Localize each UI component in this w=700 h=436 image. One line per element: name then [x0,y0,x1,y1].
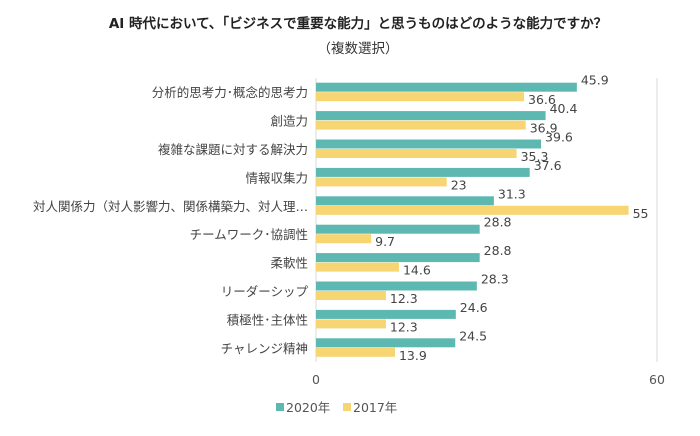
bar-2017 [316,177,447,187]
legend-swatch [343,403,351,411]
category-label: 分析的思考力･概念的思考力 [152,85,308,100]
data-label: 14.6 [403,263,431,278]
category-label: 対人関係力（対人影響力、関係構築力、対人理… [33,199,308,214]
legend-swatch [276,403,284,411]
category-label: 情報収集力 [245,170,308,185]
bar-2020 [316,338,456,348]
data-label: 9.7 [375,234,395,249]
bar-2020 [316,167,530,177]
bar-2020 [316,139,542,149]
data-label: 55 [633,206,649,221]
bar-2017 [316,149,517,158]
data-label: 12.3 [390,291,418,306]
data-label: 24.6 [460,300,488,315]
bar-2017 [316,262,399,272]
category-label: 柔軟性 [270,256,308,271]
bar-2020 [316,281,477,291]
bar-2020 [316,224,480,234]
data-label: 35.3 [521,149,549,164]
x-tick-label: 60 [649,372,665,387]
category-label: リーダーシップ [221,284,309,299]
data-label: 36.6 [528,92,556,107]
chart-subtitle: （複数選択） [318,40,399,57]
legend-label: 2017年 [353,400,397,415]
data-label: 39.6 [545,130,573,145]
bar-2017 [316,347,395,357]
bar-2017 [316,205,629,215]
data-label: 24.5 [459,328,487,343]
category-label: チャレンジ精神 [221,341,308,356]
bar-2020 [316,309,456,319]
chart-title: AI 時代において、「ビジネスで重要な能力」と思うものはどのような能力ですか？ [109,15,607,32]
bar-2017 [316,120,526,130]
bar-2020 [316,253,480,263]
bar-2017 [316,319,386,329]
data-label: 23 [451,177,467,192]
data-label: 28.3 [481,272,509,287]
data-label: 28.8 [484,215,512,230]
data-label: 36.9 [530,121,558,136]
legend-label: 2020年 [286,400,330,415]
bar-2020 [316,82,577,92]
bar-2020 [316,196,494,206]
bar-2017 [316,234,372,244]
bar-2017 [316,291,386,300]
data-label: 31.3 [498,186,526,201]
x-tick-label: 0 [312,372,320,387]
data-label: 13.9 [399,348,427,363]
category-label: チームワーク･協調性 [190,227,308,242]
category-label: 創造力 [270,114,308,129]
data-label: 12.3 [390,319,418,334]
data-label: 37.6 [534,158,562,173]
data-label: 28.8 [484,243,512,258]
data-label: 45.9 [581,73,609,88]
bar-2020 [316,111,546,121]
data-label: 40.4 [550,101,578,116]
category-label: 積極性･主体性 [227,312,308,327]
category-label: 複雑な課題に対する解決力 [158,142,308,157]
bar-2017 [316,92,525,102]
